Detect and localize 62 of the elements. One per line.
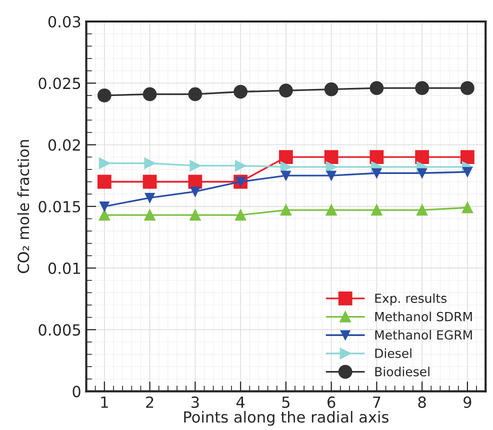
y-tick-label: 0 xyxy=(72,386,80,398)
point xyxy=(417,168,427,178)
point xyxy=(190,186,200,196)
point xyxy=(97,174,112,189)
point xyxy=(324,82,338,96)
point xyxy=(190,160,201,172)
y-axis-title: CO₂ mole fraction xyxy=(17,140,30,274)
point xyxy=(144,158,156,169)
point xyxy=(97,88,112,102)
point xyxy=(324,150,338,164)
point xyxy=(142,87,157,102)
point xyxy=(462,202,474,214)
y-tick-label: 0.005 xyxy=(38,324,80,336)
point xyxy=(326,204,337,216)
x-tick-label: 5 xyxy=(282,396,290,408)
y-tick-label: 0.015 xyxy=(38,200,80,212)
point xyxy=(144,192,155,203)
point xyxy=(326,161,337,173)
x-axis-title: Points along the radial axis xyxy=(184,410,388,426)
point xyxy=(462,167,472,177)
point xyxy=(235,160,246,172)
point xyxy=(280,161,292,173)
legend-label: Diesel xyxy=(375,348,412,358)
y-tick-label: 0.01 xyxy=(48,262,80,274)
legend-label: Methanol EGRM xyxy=(375,330,472,340)
legend-label: Methanol SDRM xyxy=(375,312,472,322)
point xyxy=(144,209,156,221)
y-tick-label: 0.02 xyxy=(48,139,80,151)
x-tick-label: 3 xyxy=(191,396,199,408)
point xyxy=(98,209,110,221)
point xyxy=(416,204,428,216)
x-tick-label: 1 xyxy=(101,396,108,408)
point xyxy=(234,84,248,99)
point xyxy=(188,87,202,102)
point xyxy=(370,150,384,164)
legend-label: Biodiesel xyxy=(375,366,430,376)
point xyxy=(460,81,474,96)
point xyxy=(372,168,382,178)
x-tick-label: 4 xyxy=(236,396,245,408)
point xyxy=(281,170,291,180)
point xyxy=(326,170,336,180)
point xyxy=(415,150,430,164)
legend-label: Exp. results xyxy=(375,293,447,306)
point xyxy=(415,81,430,96)
y-tick-label: 0.025 xyxy=(38,78,80,90)
point xyxy=(278,84,293,98)
point xyxy=(98,158,110,169)
x-tick-label: 7 xyxy=(373,396,380,408)
y-tick-label: 0.03 xyxy=(48,16,80,28)
x-tick-label: 2 xyxy=(146,396,154,408)
x-tick-label: 6 xyxy=(328,396,336,408)
point xyxy=(142,174,157,189)
point xyxy=(190,209,201,221)
point xyxy=(371,204,382,216)
x-tick-label: 9 xyxy=(464,396,472,408)
point xyxy=(278,150,293,164)
point xyxy=(235,209,246,221)
point xyxy=(100,202,110,212)
point xyxy=(280,204,292,216)
x-tick-label: 8 xyxy=(418,396,426,408)
point xyxy=(460,150,474,164)
point xyxy=(370,81,384,96)
